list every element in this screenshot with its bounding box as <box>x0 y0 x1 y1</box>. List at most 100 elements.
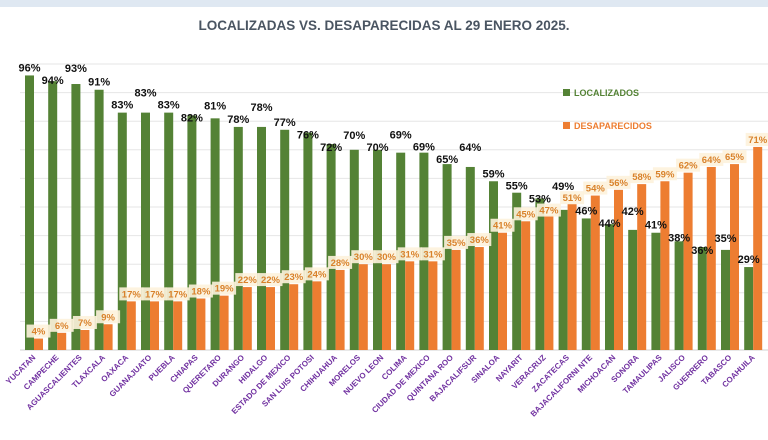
bar-localizados <box>697 247 707 350</box>
bar-localizados <box>117 112 127 351</box>
bar-desaparecidos <box>474 247 484 350</box>
bar-localizados <box>326 144 336 350</box>
data-label-bg <box>606 175 631 189</box>
bar-desaparecidos <box>660 181 670 350</box>
bar-desaparecidos <box>590 195 600 350</box>
data-label-desaparecidos: 30% <box>377 252 397 263</box>
bar-localizados <box>280 129 290 350</box>
data-label-localizados: 59% <box>482 168 504 180</box>
data-label-localizados: 70% <box>343 130 365 142</box>
bar-desaparecidos <box>451 249 461 350</box>
data-label-localizados: 55% <box>506 181 528 193</box>
data-label-localizados: 76% <box>297 130 319 142</box>
data-label-bg <box>513 207 538 221</box>
data-label-desaparecidos: 36% <box>470 235 490 246</box>
bar-desaparecidos <box>219 295 229 350</box>
data-label-bg <box>165 287 190 301</box>
data-label-desaparecidos: 56% <box>609 178 629 189</box>
bar-desaparecidos <box>637 184 647 350</box>
data-label-bg <box>281 270 306 284</box>
bar-localizados <box>164 112 174 351</box>
data-label-localizados: 46% <box>575 205 597 217</box>
data-label-bg <box>258 273 283 287</box>
bar-desaparecidos <box>428 261 438 350</box>
bar-desaparecidos <box>683 172 693 350</box>
data-label-desaparecidos: 17% <box>145 289 165 300</box>
bar-desaparecidos <box>242 287 252 350</box>
data-label-bg <box>699 152 724 166</box>
bar-desaparecidos <box>34 338 43 350</box>
bar-desaparecidos <box>521 221 531 350</box>
data-label-bg <box>536 203 561 217</box>
data-label-desaparecidos: 47% <box>539 206 559 217</box>
bar-localizados <box>535 198 545 350</box>
data-label-localizados: 83% <box>158 100 180 112</box>
data-label-bg <box>490 218 515 232</box>
bar-desaparecidos <box>150 301 159 350</box>
bar-localizados <box>303 132 313 350</box>
data-label-desaparecidos: 41% <box>493 221 513 232</box>
data-label-localizados: 83% <box>134 88 156 100</box>
data-label-localizados: 82% <box>181 112 203 124</box>
data-label-bg <box>26 324 51 338</box>
data-label-desaparecidos: 23% <box>284 272 304 283</box>
data-label-localizados: 65% <box>436 154 458 166</box>
bar-localizados <box>489 181 498 350</box>
data-label-desaparecidos: 17% <box>122 289 142 300</box>
data-label-bg <box>560 191 585 205</box>
bar-localizados <box>628 229 638 350</box>
bar-desaparecidos <box>567 204 577 350</box>
data-label-localizados: 53% <box>529 193 551 205</box>
bar-localizados <box>233 126 243 350</box>
bar-desaparecidos <box>614 189 623 350</box>
data-label-desaparecidos: 65% <box>725 152 745 163</box>
bar-localizados <box>674 241 684 350</box>
data-label-localizados: 49% <box>552 181 574 193</box>
bar-localizados <box>442 164 452 350</box>
data-label-desaparecidos: 58% <box>632 172 652 183</box>
legend-swatch-desaparecidos <box>563 122 570 129</box>
data-label-desaparecidos: 18% <box>191 287 211 298</box>
data-label-desaparecidos: 54% <box>586 184 606 195</box>
data-label-desaparecidos: 30% <box>354 252 374 263</box>
data-label-desaparecidos: 24% <box>307 269 327 280</box>
data-label-bg <box>235 273 260 287</box>
data-label-localizados: 78% <box>227 114 249 126</box>
data-label-desaparecidos: 22% <box>238 275 258 286</box>
data-label-localizados: 77% <box>274 117 296 129</box>
chart-title: LOCALIZADAS VS. DESAPARECIDAS AL 29 ENER… <box>198 18 569 33</box>
data-label-localizados: 35% <box>714 233 736 245</box>
data-label-desaparecidos: 31% <box>423 249 443 260</box>
data-label-localizados: 36% <box>691 245 713 257</box>
data-label-bg <box>96 310 121 324</box>
data-label-bg <box>351 250 376 264</box>
bar-desaparecidos <box>335 269 345 350</box>
data-label-desaparecidos: 31% <box>400 249 420 260</box>
data-label-bg <box>745 132 768 146</box>
bar-desaparecidos <box>196 298 206 350</box>
bar-localizados <box>512 192 522 350</box>
bar-localizados <box>94 89 104 351</box>
data-label-localizados: 44% <box>598 218 620 230</box>
data-label-bg <box>72 315 97 329</box>
bar-desaparecidos <box>358 264 368 350</box>
data-label-bg <box>467 233 492 247</box>
bar-localizados <box>71 84 81 351</box>
bar-localizados <box>465 166 475 350</box>
data-label-localizados: 94% <box>42 75 64 87</box>
bar-localizados <box>257 126 266 350</box>
data-label-desaparecidos: 4% <box>32 327 46 338</box>
bar-localizados <box>605 224 614 350</box>
bar-desaparecidos <box>544 215 554 350</box>
data-label-bg <box>304 267 329 281</box>
data-label-bg <box>722 150 747 164</box>
data-label-localizados: 29% <box>738 254 760 266</box>
data-label-localizados: 41% <box>645 220 667 232</box>
bar-desaparecidos <box>103 324 113 350</box>
data-label-localizados: 69% <box>413 142 435 154</box>
bar-desaparecidos <box>382 264 391 350</box>
data-label-bg <box>583 181 608 195</box>
data-label-bg <box>444 235 469 249</box>
data-label-bg <box>188 284 213 298</box>
